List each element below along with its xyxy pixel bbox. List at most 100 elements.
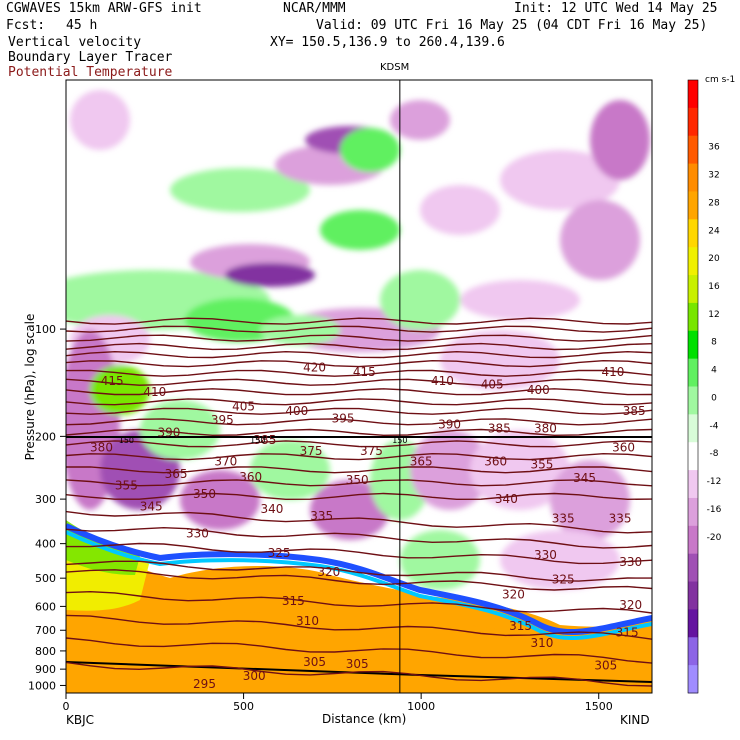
pbl-lower-orange [66, 611, 652, 693]
w-blob-7 [225, 263, 315, 287]
theta-label-44: 320 [502, 587, 525, 601]
theta-label-29: 345 [573, 471, 596, 485]
y-tick-label-4: 500 [35, 572, 56, 585]
x-tick-label-2: 1000 [407, 700, 435, 713]
colorbar-swatch-14 [688, 470, 698, 499]
colorbar-units: cm s-1 [705, 75, 736, 85]
theta-contour-16 [66, 479, 652, 487]
theta-label-38: 330 [186, 527, 209, 541]
y-tick-label-2: 300 [35, 493, 56, 506]
xy-endpoints: XY= 150.5,136.9 to 260.4,139.6 [270, 35, 505, 50]
theta-contour-8 [66, 388, 652, 396]
colorbar-tick-10: -4 [710, 421, 719, 431]
colorbar-swatch-4 [688, 191, 698, 220]
theta-contour-3 [66, 342, 652, 351]
theta-contour-2 [66, 334, 652, 342]
colorbar-tick-7: 8 [711, 338, 717, 348]
theta-contour-17 [66, 492, 652, 501]
colorbar-tick-12: -12 [707, 477, 722, 487]
theta-contour-5 [66, 359, 652, 368]
theta-label-46: 315 [282, 594, 305, 608]
theta-contour-11 [66, 418, 652, 426]
colorbar-swatch-15 [688, 497, 698, 527]
theta-label-18: 375 [300, 444, 323, 458]
theta-contour-14 [66, 452, 652, 461]
w-blob-33 [500, 530, 620, 590]
theta-label-30: 355 [115, 479, 138, 493]
theta-label-34: 340 [495, 492, 518, 506]
theta-contour-20 [66, 542, 652, 565]
field-potential-temperature: Potential Temperature [8, 65, 173, 80]
plot-frame [65, 79, 653, 694]
theta-label-31: 350 [193, 487, 216, 501]
w-blob-14 [500, 150, 620, 210]
theta-label-1: 410 [143, 385, 166, 399]
colorbar-tick-2: 28 [708, 198, 720, 208]
y-axis-title: Pressure (hPa), log scale [23, 313, 37, 461]
w-blob-31 [90, 365, 150, 415]
theta-label-32: 345 [140, 500, 163, 514]
station-mid-label: KDSM [380, 62, 410, 73]
theta-label-22: 365 [165, 467, 188, 481]
y-tick-label-6: 700 [35, 624, 56, 637]
theta-label-7: 410 [601, 365, 624, 379]
w-blob-16 [590, 100, 650, 180]
field-vertical-velocity: Vertical velocity [8, 35, 142, 50]
theta-label-16: 385 [623, 404, 646, 418]
x-end-station: KIND [620, 713, 650, 727]
theta-label-14: 385 [488, 421, 511, 435]
blt-label-0: 150 [119, 436, 134, 445]
theta-label-13: 390 [438, 417, 461, 431]
y-tick-label-7: 800 [35, 645, 56, 658]
theta-contour-0 [66, 317, 652, 325]
theta-label-10: 395 [211, 413, 234, 427]
theta-label-23: 365 [410, 454, 433, 468]
y-tick-label-8: 900 [35, 663, 56, 676]
theta-contour-13 [66, 440, 652, 448]
theta-label-24: 360 [484, 454, 507, 468]
theta-label-33: 340 [261, 502, 284, 516]
theta-contour-1 [66, 325, 652, 333]
colorbar-swatch-1 [688, 107, 698, 137]
theta-label-6: 400 [527, 383, 550, 397]
theta-label-43: 325 [552, 573, 575, 587]
theta-label-19: 375 [360, 444, 383, 458]
theta-label-41: 330 [619, 555, 642, 569]
theta-label-8: 405 [232, 400, 255, 414]
colorbar: 36 32 28 24 20 16 12 8 4 0 -4 -8 -12 -16 -20 [687, 79, 722, 694]
blt-label-1: 150 [250, 436, 265, 445]
theta-contour-21 [66, 560, 652, 582]
theta-label-37: 335 [609, 511, 632, 525]
y-tick-label-3: 400 [35, 538, 56, 551]
colorbar-swatch-21 [688, 665, 698, 694]
theta-contour-10 [66, 407, 652, 415]
theta-contour-18 [66, 510, 652, 534]
w-blob-23 [180, 470, 260, 530]
theta-contour-6 [66, 369, 652, 377]
colorbar-tick-14: -20 [707, 533, 722, 543]
init-time: Init: 12 UTC Wed 14 May 25 [514, 1, 718, 16]
colorbar-swatch-20 [688, 637, 698, 666]
colorbar-tick-8: 4 [711, 366, 717, 376]
theta-contour-12 [66, 428, 652, 437]
colorbar-tick-9: 0 [711, 393, 717, 403]
theta-label-21: 370 [214, 454, 237, 468]
theta-contours [66, 317, 652, 687]
colorbar-tick-0: 36 [708, 143, 720, 153]
theta-contour-24 [66, 614, 652, 640]
valid-time: Valid: 09 UTC Fri 16 May 25 (04 CDT Fri … [316, 18, 708, 33]
y-tick-label-1: 200 [35, 430, 56, 443]
theta-contour-19 [66, 526, 652, 549]
w-blob-27 [410, 430, 490, 510]
colorbar-swatch-19 [688, 609, 698, 638]
w-blob-15 [560, 200, 640, 280]
theta-label-5: 405 [481, 377, 504, 391]
colorbar-swatch-2 [688, 135, 698, 165]
theta-label-42: 320 [317, 565, 340, 579]
w-blob-20 [70, 90, 130, 150]
colorbar-tick-4: 20 [708, 254, 720, 264]
theta-label-49: 315 [616, 625, 639, 639]
x-axis: 0 500 1000 1500 [63, 693, 613, 713]
theta-contour-26 [66, 661, 652, 687]
theta-label-54: 300 [243, 669, 266, 683]
